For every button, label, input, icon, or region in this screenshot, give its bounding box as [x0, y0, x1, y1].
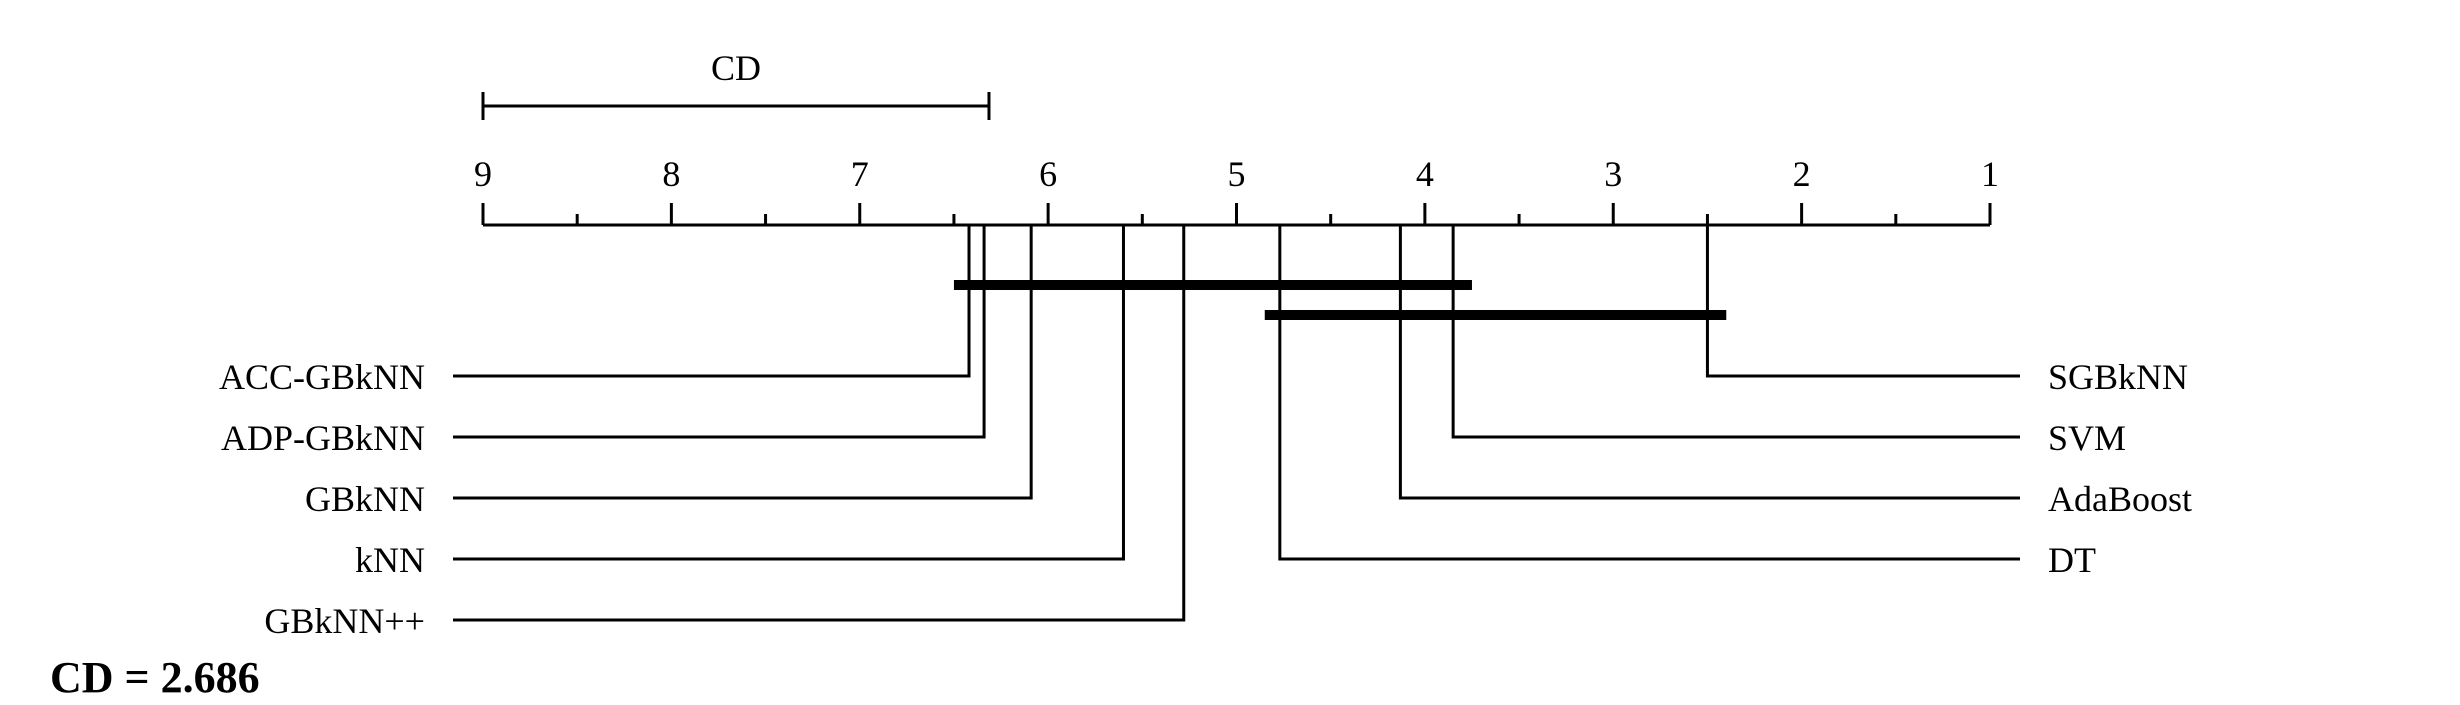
- method-connector: [453, 225, 1186, 622]
- method-connector: [1278, 225, 2020, 561]
- tick-label: 9: [474, 154, 492, 194]
- tick-label: 5: [1228, 154, 1246, 194]
- method-label: AdaBoost: [2048, 479, 2192, 519]
- tick-label: 1: [1981, 154, 1999, 194]
- method-connector: [453, 225, 971, 378]
- tick-label: 2: [1793, 154, 1811, 194]
- cd-bar-group: CD: [481, 48, 991, 120]
- method-label: SGBkNN: [2048, 357, 2188, 397]
- method-connector: [1398, 225, 2020, 500]
- method-connector: [1451, 225, 2020, 439]
- method-connector: [453, 225, 986, 439]
- tick-label: 6: [1039, 154, 1057, 194]
- method-label: DT: [2048, 540, 2096, 580]
- cd-bar-label: CD: [711, 48, 761, 88]
- method-label: ACC-GBkNN: [219, 357, 425, 397]
- method-label: ADP-GBkNN: [221, 418, 425, 458]
- method-label: SVM: [2048, 418, 2126, 458]
- tick-label: 4: [1416, 154, 1434, 194]
- method-label: GBkNN++: [264, 601, 425, 641]
- method-connector: [453, 225, 1033, 500]
- clique-bars: [953, 280, 1727, 320]
- method-label: kNN: [355, 540, 425, 580]
- method-label: GBkNN: [305, 479, 425, 519]
- method-connector: [1705, 225, 2020, 378]
- method-list: ACC-GBkNN ADP-GBkNN GBkNN kNN GBkNN++ SGBkNN S…: [219, 225, 2192, 641]
- tick-label: 8: [662, 154, 680, 194]
- tick-label: 3: [1604, 154, 1622, 194]
- rank-axis: 9 8 7 6 5 4 3 2 1: [474, 154, 1999, 227]
- method-connector: [453, 225, 1125, 561]
- tick-label: 7: [851, 154, 869, 194]
- cd-value-footer: CD = 2.686: [50, 653, 260, 702]
